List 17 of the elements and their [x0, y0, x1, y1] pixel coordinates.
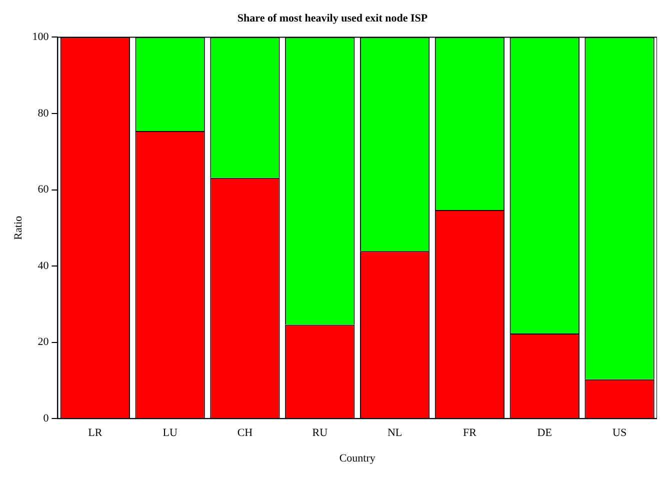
y-tick-label: 80 [38, 107, 50, 120]
y-axis-title: Ratio [12, 215, 24, 240]
chart-title: Share of most heavily used exit node ISP [237, 12, 428, 24]
x-tick-label: RU [312, 427, 328, 440]
x-tick-label: US [612, 427, 627, 440]
x-tick-label: CH [237, 427, 253, 440]
x-tick-label: LR [88, 427, 103, 440]
y-tick-label: 0 [43, 412, 50, 424]
y-tick-label: 40 [38, 260, 50, 272]
y-tick-label: 20 [38, 336, 50, 348]
x-axis-title: Country [339, 452, 376, 464]
x-tick-label: DE [537, 427, 552, 440]
y-tick-label: 60 [38, 184, 50, 196]
x-tick-label: NL [387, 427, 402, 440]
y-tick-label: 100 [32, 31, 50, 44]
x-tick-label: LU [162, 427, 178, 440]
x-tick-label: FR [462, 427, 478, 440]
